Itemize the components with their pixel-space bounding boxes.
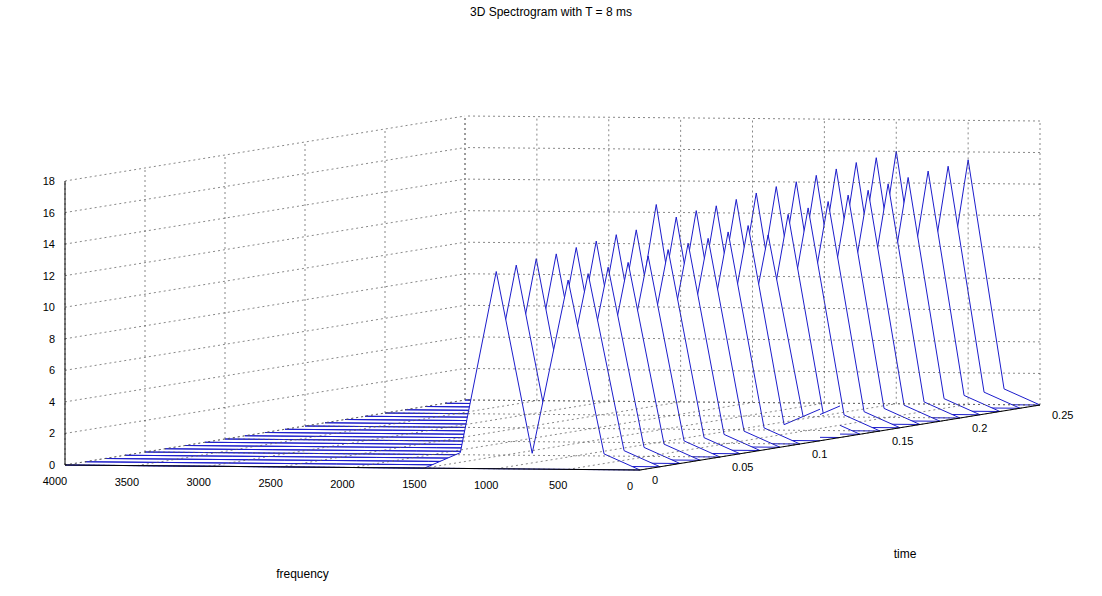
svg-text:16: 16 xyxy=(43,207,55,219)
svg-text:0: 0 xyxy=(627,480,633,492)
svg-text:2: 2 xyxy=(49,427,55,439)
svg-text:6: 6 xyxy=(49,364,55,376)
svg-text:0.25: 0.25 xyxy=(1052,409,1073,421)
svg-text:14: 14 xyxy=(43,238,55,250)
svg-text:10: 10 xyxy=(43,301,55,313)
svg-text:2500: 2500 xyxy=(258,477,282,489)
svg-text:1000: 1000 xyxy=(474,479,498,491)
svg-text:0: 0 xyxy=(652,474,658,486)
svg-text:time: time xyxy=(894,547,917,561)
svg-text:3D Spectrogram with T = 8 ms: 3D Spectrogram with T = 8 ms xyxy=(470,5,632,19)
svg-text:4000: 4000 xyxy=(43,475,67,487)
svg-text:2000: 2000 xyxy=(330,478,354,490)
svg-text:0.15: 0.15 xyxy=(892,435,913,447)
svg-text:0.05: 0.05 xyxy=(732,461,753,473)
svg-text:0.2: 0.2 xyxy=(972,422,987,434)
svg-text:frequency: frequency xyxy=(276,567,329,581)
svg-text:3500: 3500 xyxy=(115,476,139,488)
svg-text:0: 0 xyxy=(49,459,55,471)
svg-text:8: 8 xyxy=(49,333,55,345)
svg-text:18: 18 xyxy=(43,175,55,187)
svg-text:0.1: 0.1 xyxy=(812,448,827,460)
svg-text:500: 500 xyxy=(549,479,567,491)
svg-text:4: 4 xyxy=(49,396,55,408)
svg-text:1500: 1500 xyxy=(402,478,426,490)
svg-text:12: 12 xyxy=(43,270,55,282)
svg-text:3000: 3000 xyxy=(187,476,211,488)
